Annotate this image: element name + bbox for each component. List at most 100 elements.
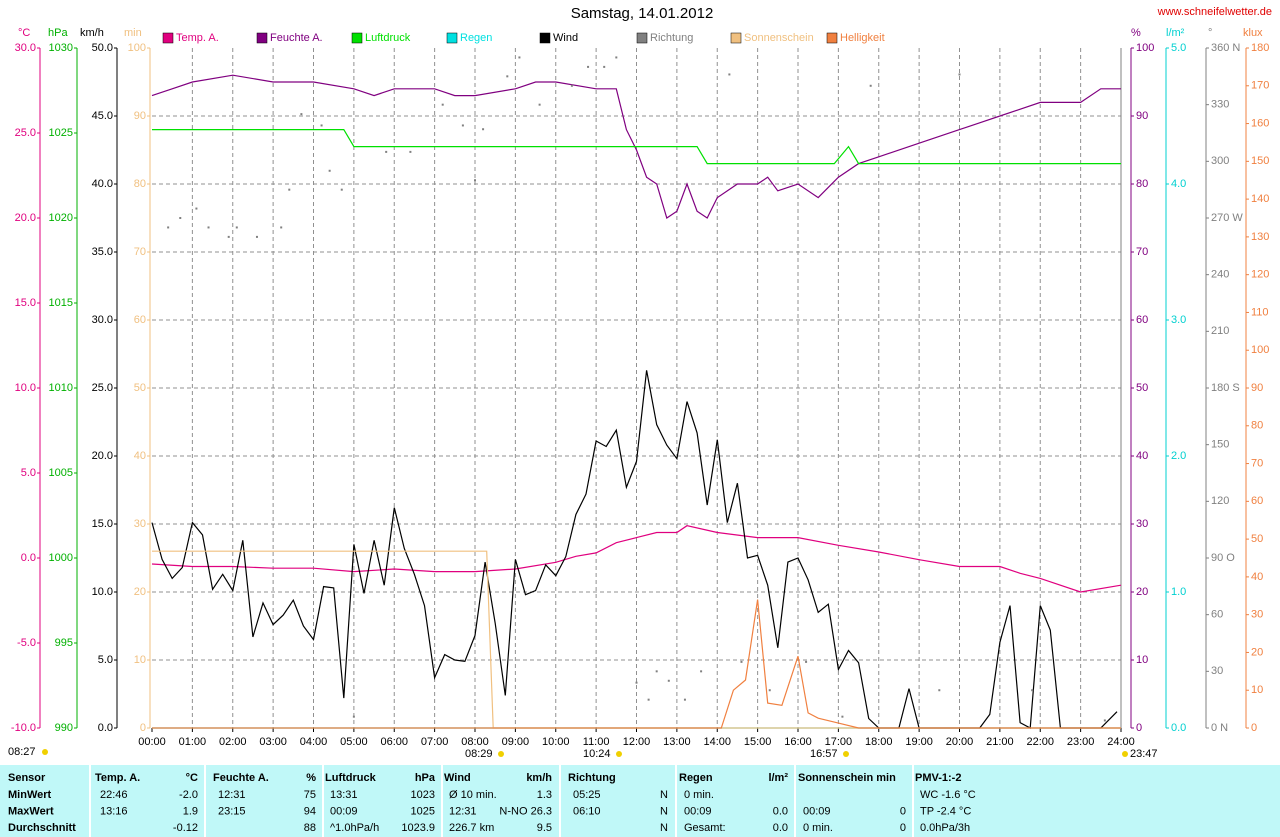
direction-dot [570, 84, 573, 87]
y-tick-label: 1015 [49, 297, 73, 309]
axis-unit: % [1131, 27, 1141, 39]
x-tick-label: 10:00 [542, 736, 570, 748]
table-header: Sensor [8, 772, 46, 784]
table-header: km/h [526, 772, 552, 784]
direction-dot [700, 670, 703, 673]
series-line [152, 129, 1121, 165]
annotation: 16:57 [810, 748, 838, 760]
sun-icon [498, 751, 504, 757]
axis-unit: km/h [80, 27, 104, 39]
y-tick-label: 10.0 [92, 586, 113, 598]
table-cell: 0 min. [684, 789, 714, 801]
y-tick-label: 50 [1251, 533, 1263, 545]
direction-dot [518, 56, 521, 59]
table-cell: 0 [900, 822, 906, 834]
x-tick-label: 04:00 [300, 736, 328, 748]
x-tick-label: 02:00 [219, 736, 247, 748]
legend-label: Feuchte A. [270, 32, 323, 44]
table-cell: 1023 [411, 789, 435, 801]
y-tick-label: 10 [1136, 654, 1148, 666]
table-cell: 12:31 [218, 789, 246, 801]
x-tick-label: 15:00 [744, 736, 772, 748]
axis-unit: klux [1243, 27, 1263, 39]
y-tick-label: 60 [1211, 609, 1223, 621]
y-tick-label: 5.0 [21, 467, 36, 479]
row-label: Durchschnitt [8, 822, 76, 834]
y-tick-label: 0 [1136, 722, 1142, 734]
series-line [152, 550, 1121, 729]
direction-dot [768, 689, 771, 692]
y-tick-label: 300 [1211, 155, 1229, 167]
legend-label: Regen [460, 32, 492, 44]
table-cell: 06:10 [573, 805, 601, 817]
legend-label: Wind [553, 32, 578, 44]
y-tick-label: 5.0 [1171, 42, 1186, 54]
table-cell: 88 [304, 822, 316, 834]
y-tick-label: 30.0 [15, 42, 36, 54]
sun-icon [616, 751, 622, 757]
series-line [151, 525, 1122, 593]
legend-swatch [162, 32, 174, 44]
x-tick-label: 07:00 [421, 736, 449, 748]
direction-dot [538, 103, 541, 106]
y-tick-label: 25.0 [92, 382, 113, 394]
y-tick-label: 80 [1251, 420, 1263, 432]
legend-swatch [636, 32, 648, 44]
y-tick-label: 40.0 [92, 178, 113, 190]
table-cell: TP -2.4 °C [920, 805, 971, 817]
direction-dot [482, 128, 485, 131]
x-tick-label: 11:00 [583, 736, 610, 748]
legend-label: Helligkeit [840, 32, 885, 44]
row-label: MinWert [8, 789, 52, 801]
table-cell: 1023.9 [401, 822, 435, 834]
y-tick-label: 30 [1136, 518, 1148, 530]
direction-dot [615, 56, 618, 59]
direction-dot [300, 113, 303, 116]
source: www.schneifelwetter.de [1157, 6, 1272, 18]
table-header: Regen [679, 772, 713, 784]
y-tick-label: 90 [1136, 110, 1148, 122]
x-tick-label: 24:00 [1107, 736, 1135, 748]
direction-dot [255, 235, 258, 238]
table-header: % [306, 772, 316, 784]
y-tick-label: 180 [1251, 42, 1269, 54]
direction-dot [207, 226, 210, 229]
legend-label: Sonnenschein [744, 32, 814, 44]
y-tick-label: 60 [1136, 314, 1148, 326]
x-tick-label: 14:00 [703, 736, 731, 748]
table-cell: 94 [304, 805, 316, 817]
direction-dot [841, 715, 844, 718]
table-header: Temp. A. [95, 772, 140, 784]
direction-dot [635, 681, 638, 684]
y-tick-label: -5.0 [17, 637, 36, 649]
legend-swatch [256, 32, 268, 44]
y-tick-label: 10 [134, 654, 146, 666]
table-cell: 0 min. [803, 822, 833, 834]
y-tick-label: 10 [1251, 684, 1263, 696]
x-tick-label: 09:00 [502, 736, 530, 748]
direction-dot [441, 103, 444, 106]
series-line [151, 74, 1121, 219]
y-tick-label: 0.0 [21, 552, 36, 564]
direction-dot [227, 235, 230, 238]
series-line [152, 599, 1121, 729]
table-cell: 23:15 [218, 805, 246, 817]
series-line [151, 370, 1118, 729]
y-tick-label: -10.0 [11, 722, 36, 734]
table-cell: N [660, 805, 668, 817]
table-header: hPa [415, 772, 436, 784]
sun-icon [1122, 751, 1128, 757]
y-tick-label: 160 [1251, 117, 1269, 129]
y-tick-label: 70 [1251, 457, 1263, 469]
table-header: Sonnenschein min [798, 772, 896, 784]
annotation: 08:27 [8, 746, 36, 758]
y-tick-label: 0.0 [1171, 722, 1186, 734]
table-cell: 1025 [411, 805, 435, 817]
x-tick-label: 03:00 [259, 736, 287, 748]
y-tick-label: 120 [1251, 269, 1269, 281]
x-tick-label: 06:00 [380, 736, 408, 748]
y-tick-label: 2.0 [1171, 450, 1186, 462]
direction-dot [179, 217, 182, 219]
y-tick-label: 0 [140, 722, 146, 734]
direction-dot [740, 660, 743, 663]
